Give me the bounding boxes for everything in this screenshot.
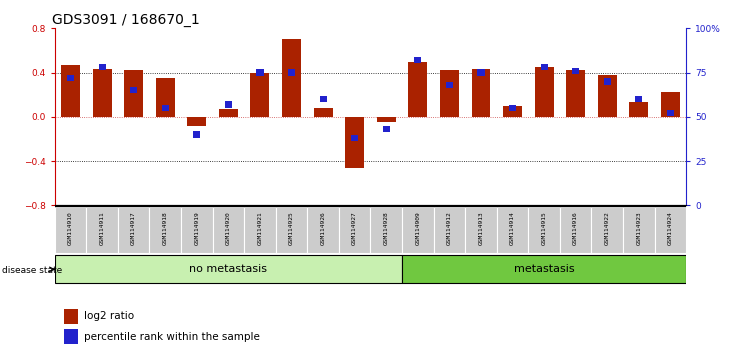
- Text: GSM114916: GSM114916: [573, 211, 578, 245]
- Bar: [496, 207, 529, 253]
- Text: GSM114923: GSM114923: [637, 211, 642, 245]
- Text: log2 ratio: log2 ratio: [84, 312, 134, 321]
- Text: no metastasis: no metastasis: [189, 264, 267, 274]
- Bar: [256, 69, 264, 76]
- Bar: [225, 101, 232, 108]
- Bar: [130, 87, 137, 93]
- Bar: [320, 96, 327, 102]
- Bar: [64, 309, 78, 324]
- Bar: [661, 92, 680, 117]
- Text: GSM114909: GSM114909: [415, 211, 420, 245]
- Bar: [560, 207, 591, 253]
- Text: GSM114920: GSM114920: [226, 211, 231, 245]
- Bar: [161, 105, 169, 111]
- Bar: [477, 69, 485, 76]
- Bar: [339, 207, 370, 253]
- Bar: [86, 207, 118, 253]
- Bar: [314, 108, 333, 117]
- Bar: [402, 255, 686, 283]
- Text: GDS3091 / 168670_1: GDS3091 / 168670_1: [52, 13, 199, 27]
- Text: GSM114917: GSM114917: [131, 211, 137, 245]
- Bar: [408, 62, 427, 117]
- Bar: [351, 135, 358, 141]
- Bar: [118, 207, 150, 253]
- Text: GSM114912: GSM114912: [447, 211, 452, 245]
- Bar: [345, 117, 364, 168]
- Text: disease state: disease state: [2, 266, 63, 275]
- Bar: [377, 117, 396, 122]
- Text: GSM114915: GSM114915: [542, 211, 547, 245]
- Bar: [414, 57, 421, 63]
- Text: GSM114924: GSM114924: [668, 211, 673, 245]
- Bar: [219, 109, 238, 117]
- Text: GSM114910: GSM114910: [68, 211, 73, 245]
- Bar: [150, 207, 181, 253]
- Bar: [503, 106, 522, 117]
- Bar: [282, 39, 301, 117]
- Bar: [383, 126, 390, 132]
- Bar: [250, 73, 269, 117]
- Bar: [61, 65, 80, 117]
- Bar: [402, 207, 434, 253]
- Bar: [99, 64, 106, 70]
- Text: GSM114922: GSM114922: [604, 211, 610, 245]
- Text: GSM114921: GSM114921: [258, 211, 263, 245]
- Text: GSM114925: GSM114925: [289, 211, 294, 245]
- Bar: [244, 207, 276, 253]
- Bar: [591, 207, 623, 253]
- Bar: [193, 131, 201, 138]
- Bar: [440, 70, 459, 117]
- Text: GSM114914: GSM114914: [510, 211, 515, 245]
- Bar: [566, 70, 585, 117]
- Bar: [635, 96, 642, 102]
- Text: GSM114911: GSM114911: [99, 211, 104, 245]
- Bar: [55, 207, 86, 253]
- Bar: [181, 207, 212, 253]
- Bar: [67, 75, 74, 81]
- Bar: [623, 207, 655, 253]
- Bar: [465, 207, 496, 253]
- Bar: [212, 207, 244, 253]
- Bar: [529, 207, 560, 253]
- Bar: [446, 82, 453, 88]
- Bar: [572, 68, 580, 74]
- Bar: [598, 75, 617, 117]
- Bar: [307, 207, 339, 253]
- Bar: [288, 69, 295, 76]
- Bar: [64, 329, 78, 344]
- Text: percentile rank within the sample: percentile rank within the sample: [84, 332, 260, 342]
- Bar: [540, 64, 548, 70]
- Bar: [472, 69, 491, 117]
- Bar: [629, 102, 648, 117]
- Text: GSM114913: GSM114913: [478, 211, 483, 245]
- Bar: [124, 70, 143, 117]
- Bar: [534, 67, 553, 117]
- Bar: [155, 78, 174, 117]
- Bar: [604, 78, 611, 85]
- Bar: [55, 255, 402, 283]
- Bar: [655, 207, 686, 253]
- Bar: [188, 117, 207, 126]
- Bar: [666, 110, 674, 116]
- Bar: [370, 207, 402, 253]
- Text: GSM114928: GSM114928: [384, 211, 389, 245]
- Bar: [93, 69, 112, 117]
- Text: GSM114918: GSM114918: [163, 211, 168, 245]
- Bar: [509, 105, 516, 111]
- Bar: [276, 207, 307, 253]
- Text: GSM114927: GSM114927: [352, 211, 357, 245]
- Text: metastasis: metastasis: [514, 264, 575, 274]
- Text: GSM114926: GSM114926: [320, 211, 326, 245]
- Bar: [434, 207, 465, 253]
- Text: GSM114919: GSM114919: [194, 211, 199, 245]
